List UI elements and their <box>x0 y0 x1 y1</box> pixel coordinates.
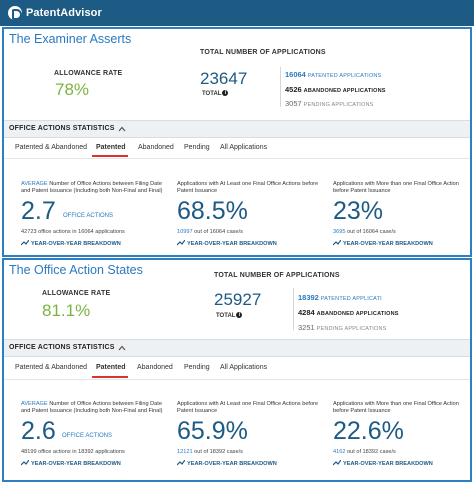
active-tab-indicator <box>92 376 128 378</box>
patented-applications-link[interactable]: 16064 PATENTED APPLICATIONS <box>285 70 382 79</box>
trend-arrows-icon <box>20 239 30 246</box>
multiple-final-actions-value: 23% <box>333 197 384 225</box>
allowance-rate-label: ALLOWANCE RATE <box>54 70 123 77</box>
top-bar: PatentAdvisor <box>0 0 474 26</box>
yoy-breakdown-link[interactable]: YEAR-OVER-YEAR BREAKDOWN <box>20 239 121 247</box>
yoy-breakdown-link[interactable]: YEAR-OVER-YEAR BREAKDOWN <box>332 239 433 247</box>
office-actions-detail: 48199 office actions in 18392 applicatio… <box>21 449 125 455</box>
brand-name: PatentAdvisor <box>26 7 102 19</box>
multiple-final-actions-detail: 4162 out of 18392 case/s <box>333 449 396 455</box>
info-icon[interactable]: i <box>222 90 229 96</box>
total-sub-label: TOTAL i <box>202 90 229 97</box>
chevron-up-icon[interactable] <box>118 345 126 351</box>
office-actions-statistics-header[interactable]: OFFICE ACTIONS STATISTICS <box>4 120 470 138</box>
abandoned-applications: 4284 ABANDONED APPLICATIONS <box>298 308 399 317</box>
examiner-asserts-panel: The Examiner Asserts ALLOWANCE RATE 78% … <box>2 27 472 257</box>
tab-all-applications[interactable]: All Applications <box>220 144 268 151</box>
multiple-final-actions-description: Applications with More than one Final Of… <box>333 401 459 414</box>
divider <box>280 67 281 107</box>
final-office-action-description: Applications with At Least one Final Off… <box>177 181 319 194</box>
total-applications-value: 23647 <box>200 69 248 88</box>
chevron-up-icon[interactable] <box>118 126 126 132</box>
total-applications-label: TOTAL NUMBER OF APPLICATIONS <box>214 272 340 279</box>
yoy-breakdown-link[interactable]: YEAR-OVER-YEAR BREAKDOWN <box>176 239 277 247</box>
average-office-actions-description: AVERAGE Number of Office Actions between… <box>21 181 163 194</box>
trend-arrows-icon <box>176 459 186 466</box>
tab-divider <box>4 158 470 159</box>
average-office-actions-value: 2.6 <box>21 417 56 445</box>
total-sub-label: TOTAL i <box>216 312 243 319</box>
office-actions-unit: OFFICE ACTIONS <box>62 433 113 439</box>
patented-applications-link[interactable]: 18392 PATENTED APPLICATI <box>298 293 382 302</box>
tab-pending[interactable]: Pending <box>184 144 210 151</box>
final-office-action-detail: 10997 out of 16064 case/s <box>177 229 243 235</box>
patentadvisor-logo-icon <box>8 6 22 20</box>
yoy-breakdown-link[interactable]: YEAR-OVER-YEAR BREAKDOWN <box>332 459 433 467</box>
trend-arrows-icon <box>332 459 342 466</box>
info-icon[interactable]: i <box>236 312 243 318</box>
average-office-actions-description: AVERAGE Number of Office Actions between… <box>21 401 163 414</box>
tab-patented[interactable]: Patented <box>96 364 126 371</box>
tab-abandoned[interactable]: Abandoned <box>137 364 173 371</box>
total-applications-label: TOTAL NUMBER OF APPLICATIONS <box>200 49 326 56</box>
multiple-final-actions-value: 22.6% <box>333 417 404 445</box>
abandoned-applications: 4526 ABANDONED APPLICATIONS <box>285 85 386 94</box>
tab-pending[interactable]: Pending <box>184 364 210 371</box>
office-actions-detail: 42723 office actions in 16064 applicatio… <box>21 229 125 235</box>
multiple-final-actions-description: Applications with More than one Final Of… <box>333 181 459 194</box>
office-action-states-panel: The Office Action States ALLOWANCE RATE … <box>2 258 472 482</box>
pending-applications: 3057 PENDING APPLICATIONS <box>285 99 374 108</box>
final-office-action-detail: 12121 out of 18392 case/s <box>177 449 243 455</box>
yoy-breakdown-link[interactable]: YEAR-OVER-YEAR BREAKDOWN <box>176 459 277 467</box>
allowance-rate-label: ALLOWANCE RATE <box>42 290 111 297</box>
tab-abandoned[interactable]: Abandoned <box>138 144 174 151</box>
tab-patented[interactable]: Patented <box>96 144 126 151</box>
divider <box>293 288 294 330</box>
pending-applications: 3251 PENDING APPLICATIONS <box>298 323 387 332</box>
panel-title: The Office Action States <box>9 263 143 277</box>
allowance-rate-value: 81.1% <box>42 301 91 320</box>
final-office-action-value: 68.5% <box>177 197 248 225</box>
tab-all-applications[interactable]: All Applications <box>220 364 268 371</box>
tab-patented-abandoned[interactable]: Patented & Abandoned <box>15 364 88 371</box>
trend-arrows-icon <box>332 239 342 246</box>
trend-arrows-icon <box>20 459 30 466</box>
panel-title: The Examiner Asserts <box>9 32 132 46</box>
tab-patented-abandoned[interactable]: Patented & Abandoned <box>15 144 88 151</box>
final-office-action-value: 65.9% <box>177 417 248 445</box>
yoy-breakdown-link[interactable]: YEAR-OVER-YEAR BREAKDOWN <box>20 459 121 467</box>
active-tab-indicator <box>92 155 128 157</box>
total-applications-value: 25927 <box>214 290 262 309</box>
tab-divider <box>4 379 470 380</box>
average-office-actions-value: 2.7 <box>21 197 56 225</box>
final-office-action-description: Applications with At Least one Final Off… <box>177 401 319 414</box>
trend-arrows-icon <box>176 239 186 246</box>
office-actions-statistics-header[interactable]: OFFICE ACTIONS STATISTICS <box>4 339 470 357</box>
allowance-rate-value: 78% <box>55 80 90 99</box>
multiple-final-actions-detail: 3695 out of 16064 case/s <box>333 229 396 235</box>
office-actions-unit: OFFICE ACTIONS <box>63 213 114 219</box>
